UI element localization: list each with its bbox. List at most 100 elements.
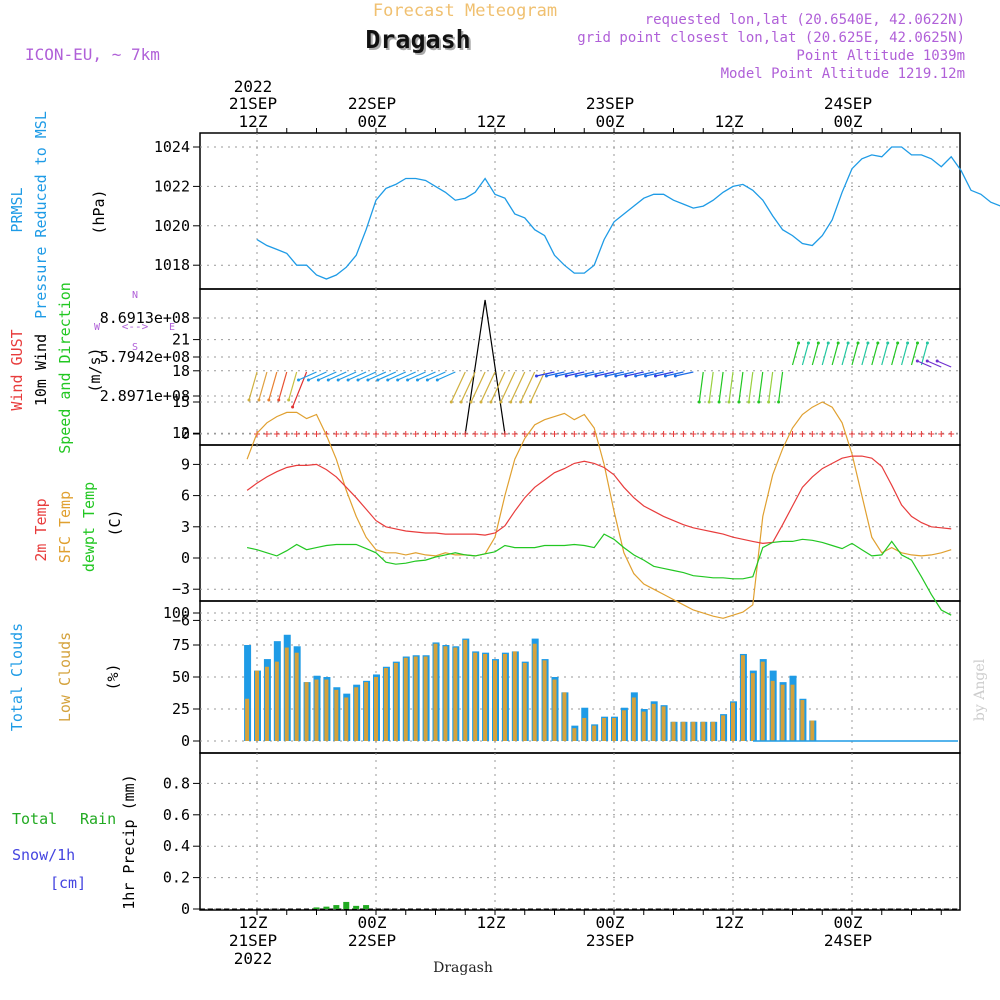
requested-coords: requested lon,lat (20.6540E, 42.0622N) (645, 12, 965, 28)
wind-arrow (530, 371, 546, 403)
low-cloud-bar (621, 710, 626, 741)
wind-arrow (665, 371, 684, 377)
wind-arrow (655, 371, 674, 377)
wind-arrow (891, 342, 899, 366)
wind-arrow (546, 371, 565, 377)
wind-arrow-head (747, 400, 751, 404)
low-cloud-bar (552, 679, 557, 741)
wind-arrow (367, 371, 387, 381)
wind-arrow-head (717, 400, 721, 404)
wind-arrow-head (469, 400, 473, 404)
cloud-unit: (%) (104, 663, 122, 690)
wind-arrow-head (435, 378, 439, 382)
bottom-label-hour-3: 00Z (596, 913, 625, 932)
cloud-tick-label: 75 (172, 636, 190, 654)
wind-arrow-head (836, 341, 840, 345)
low-cloud-bar (701, 721, 706, 741)
temp-tick-label: 0 (181, 549, 190, 567)
wind-arrow (377, 371, 397, 381)
chart-subtitle: Forecast Meteogram (373, 1, 557, 21)
low-cloud-bar (740, 655, 745, 741)
wind-arrow (500, 371, 516, 403)
rain-bar (333, 905, 340, 909)
wind-arrow (278, 371, 288, 401)
bottom-label-date-1: 22SEP (348, 931, 396, 950)
compass-cross: <--> (122, 320, 149, 333)
wind-arrow (841, 342, 849, 366)
wind-arrow (397, 371, 416, 381)
bottom-label-hour-5: 00Z (834, 913, 863, 932)
wind-arrow (460, 371, 476, 403)
wind-arrow (625, 371, 644, 377)
low-cloud-bar (493, 660, 497, 741)
wind-arrow-head (797, 341, 800, 345)
precip-tick-label: 0.4 (163, 837, 190, 855)
wind-arrow-head (535, 374, 538, 378)
precip-tick-label: 0.8 (163, 774, 190, 792)
wind-arrow (470, 371, 486, 403)
wind-arrow (871, 342, 879, 366)
wind-arrow-head (896, 341, 900, 345)
wind-arrow (635, 371, 654, 377)
wind-arrow-head (277, 398, 281, 402)
wind-arrow (768, 371, 774, 403)
wind-arrow-head (326, 378, 330, 382)
wind-arrow (675, 371, 694, 377)
wind-arrow (748, 371, 754, 403)
wind-arrow (536, 371, 555, 377)
cloud-tick-label: 0 (181, 732, 190, 750)
temp-tick-label: 18 (172, 362, 190, 380)
wind-arrow-head (644, 374, 648, 378)
temp-tick-label: −3 (172, 580, 190, 598)
low-cloud-label: Low Clouds (56, 632, 74, 722)
wind-tick-label: 8.6913e+08 (100, 309, 190, 327)
wind-arrow-head (906, 341, 910, 345)
top-label-hour-2: 12Z (477, 112, 506, 131)
wind-arrow-head (544, 374, 548, 378)
wind-panel (199, 288, 961, 446)
low-cloud-bar (245, 698, 250, 741)
wind-arrow-head (757, 400, 761, 404)
temp2m-label: 2m Temp (32, 498, 50, 561)
low-cloud-bar (721, 715, 726, 741)
wind-arrow-head (386, 378, 390, 382)
wind-arrow-head (886, 341, 890, 345)
low-cloud-bar (691, 721, 696, 741)
wind-arrow-head (876, 341, 880, 345)
low-cloud-bar (403, 657, 408, 741)
top-label-date-3: 23SEP (586, 94, 634, 113)
low-cloud-bar (314, 679, 319, 741)
top-label-hour-3: 00Z (596, 112, 625, 131)
low-cloud-bar (522, 662, 527, 741)
wind-arrow (437, 371, 456, 381)
low-cloud-bar (532, 643, 537, 741)
rain-bar (313, 907, 320, 909)
temp-tick-label: 12 (172, 424, 190, 442)
wind-arrow-head (564, 374, 568, 378)
wind-arrow-head (806, 341, 810, 345)
wind-arrow (920, 342, 928, 366)
compass-rose: N S W E <--> (94, 290, 175, 353)
wind-arrow (576, 371, 595, 377)
low-cloud-bar (383, 668, 388, 741)
low-cloud-bar (324, 679, 329, 741)
wind-unit: (m/s) (86, 347, 104, 392)
pressure-label-2: Pressure Reduced to MSL (32, 111, 50, 319)
footer-location: Dragash (433, 960, 493, 976)
wind-arrow (917, 360, 932, 368)
total-cloud-label: Total Clouds (8, 623, 26, 731)
compass-w: W (94, 322, 101, 333)
wind-arrow (520, 371, 536, 403)
low-cloud-bar (800, 700, 805, 741)
temp2m-line (246, 455, 952, 545)
point-altitude: Point Altitude 1039m (796, 48, 965, 64)
pressure-line (256, 146, 1000, 280)
low-cloud-bar (334, 689, 339, 741)
rain-bar (363, 905, 370, 909)
wind-arrow-head (925, 341, 929, 345)
wind-arrow-head (856, 341, 860, 345)
wind-arrow-head (247, 398, 251, 402)
temp-tick-label: 6 (181, 487, 190, 505)
compass-n: N (132, 290, 138, 301)
pressure-tick-label: 1018 (154, 256, 190, 274)
